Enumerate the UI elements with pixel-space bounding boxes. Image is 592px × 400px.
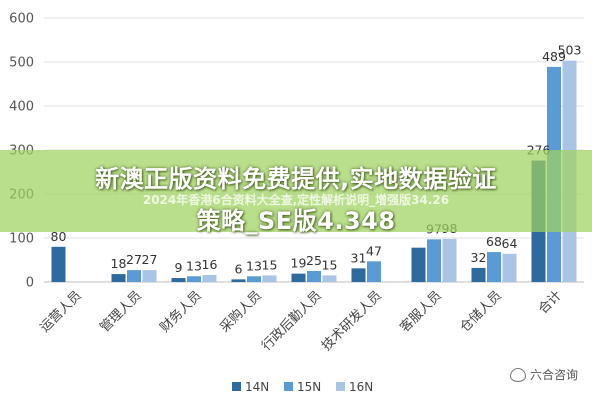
data-label: 64 — [502, 236, 518, 251]
bar-16N — [322, 275, 337, 282]
bar-16N — [262, 275, 277, 282]
watermark: 六合咨询 — [509, 366, 578, 383]
category-label: 技术研发人员 — [318, 288, 384, 354]
category-label: 运营人员 — [37, 288, 84, 335]
bar-15N — [187, 276, 201, 282]
data-label: 9 — [175, 260, 183, 275]
bar-16N — [442, 238, 457, 282]
data-label: 32 — [471, 250, 487, 265]
data-label: 18 — [111, 256, 127, 271]
category-label: 管理人员 — [97, 288, 144, 335]
category-label: 客服人员 — [397, 288, 445, 336]
data-label: 19 — [291, 256, 307, 271]
category-label: 采购人员 — [217, 288, 265, 336]
bar-15N — [307, 271, 321, 282]
data-label: 503 — [558, 43, 582, 58]
legend-swatch — [284, 382, 293, 391]
data-label: 27 — [126, 252, 142, 267]
bar-15N — [487, 252, 501, 282]
overlay-subline: 2024年香港6合资料大全查,定性解析说明_增强版34.26 — [142, 193, 450, 207]
data-label: 27 — [142, 252, 158, 267]
y-tick-label: 600 — [9, 12, 34, 27]
wechat-icon — [509, 367, 526, 382]
watermark-text: 六合咨询 — [529, 368, 578, 382]
y-tick-label: 400 — [9, 100, 34, 115]
legend-label: 16N — [349, 380, 373, 394]
data-labels: 8018272791316613151925153147979832686427… — [51, 43, 582, 277]
bar-14N — [111, 274, 126, 282]
bar-16N — [502, 253, 517, 282]
bar-14N — [231, 279, 246, 282]
y-tick-label: 500 — [9, 56, 34, 71]
overlay-headline-line2: 策略_SE版4.348 — [196, 207, 396, 235]
y-tick-label: 100 — [9, 232, 34, 247]
data-label: 80 — [51, 229, 67, 244]
bar-14N — [471, 267, 486, 282]
category-label: 财务人员 — [157, 288, 205, 336]
data-label: 13 — [186, 258, 202, 273]
data-label: 15 — [262, 257, 278, 272]
overlay-banner — [0, 150, 592, 232]
bar-15N — [247, 276, 261, 282]
legend: 14N 15N 16N — [232, 380, 373, 394]
data-label: 6 — [235, 261, 243, 276]
legend-swatch — [232, 382, 241, 391]
legend-label: 15N — [297, 380, 321, 394]
y-tick-label: 0 — [26, 276, 34, 291]
category-label: 合计 — [536, 288, 565, 317]
data-label: 13 — [246, 258, 262, 273]
bar-14N — [51, 246, 66, 282]
category-label: 行政后勤人员 — [259, 288, 325, 354]
data-label: 489 — [542, 49, 566, 64]
data-label: 47 — [366, 243, 382, 258]
bar-15N — [367, 261, 381, 282]
bar-15N — [127, 270, 141, 282]
bar-15N — [427, 239, 441, 282]
legend-swatch — [336, 382, 345, 391]
bar-14N — [171, 278, 186, 282]
overlay-headline-line1: 新澳正版资料免费提供,实地数据验证 — [95, 165, 497, 193]
data-label: 68 — [486, 234, 502, 249]
category-label: 仓储人员 — [457, 288, 504, 335]
data-label: 16 — [202, 257, 218, 272]
data-label: 31 — [351, 250, 367, 265]
data-label: 15 — [322, 257, 338, 272]
bar-16N — [142, 270, 157, 282]
bar-14N — [291, 273, 306, 282]
data-label: 25 — [306, 253, 322, 268]
legend-label: 14N — [245, 380, 269, 394]
bar-14N — [411, 247, 426, 282]
bar-14N — [351, 268, 366, 282]
bar-16N — [202, 274, 217, 282]
